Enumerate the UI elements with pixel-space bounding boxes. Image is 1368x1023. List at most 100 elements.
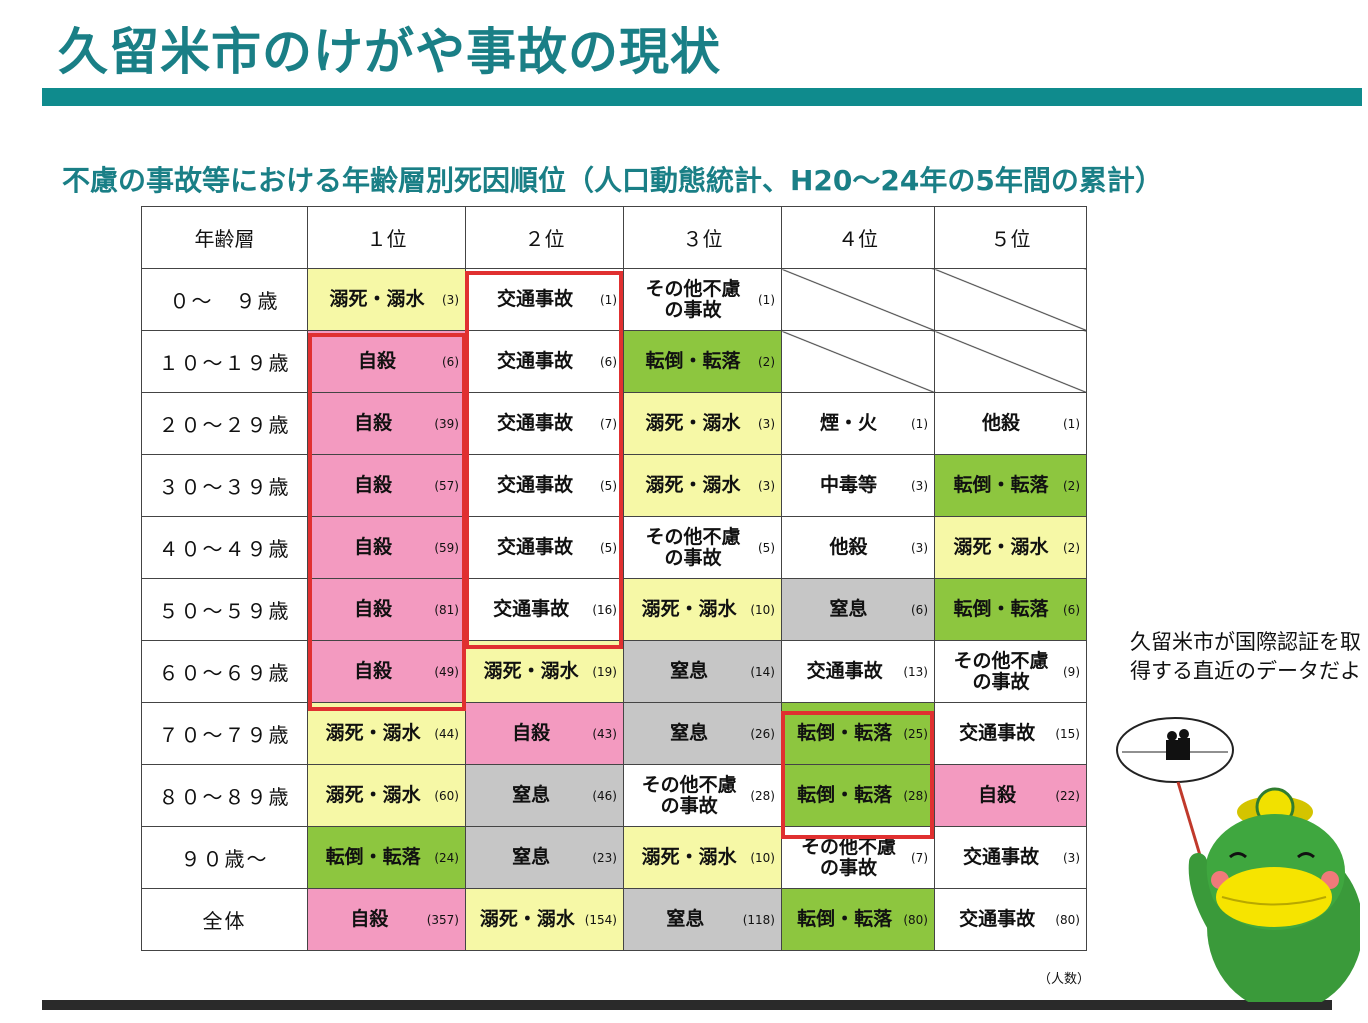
unit-note: （人数）: [1038, 972, 1091, 987]
table-caption: 不慮の事故等における年齢層別死因順位（人口動態統計、H20～24年の5年間の累計…: [62, 164, 1163, 197]
rank-cell: 交通事故 (13): [781, 640, 935, 703]
empty-cell-slash: [934, 268, 1087, 331]
table-row: ８０～８９歳 溺死・溺水 (60) 窒息 (46) その他不慮 の事故 (28) 転倒・転落 (…: [141, 764, 1087, 827]
cause-label: 自殺: [512, 722, 551, 744]
death-count: (39): [434, 416, 459, 431]
title-underline-bar: [42, 88, 1362, 106]
table-row: ６０～６９歳 自殺 (49) 溺死・溺水 (19) 窒息 (14) 交通事故 (13) その他不慮…: [141, 640, 1087, 703]
cause-label: その他不慮 の事故: [800, 835, 896, 879]
death-count: (1): [600, 292, 617, 307]
death-count: (46): [592, 788, 617, 803]
table-row: ４０～４９歳 自殺 (59) 交通事故 (5) その他不慮 の事故 (5) 他殺 (3) 溺死・溺…: [141, 516, 1087, 579]
rank-cell: その他不慮 の事故 (9): [934, 640, 1087, 703]
death-count: (43): [592, 726, 617, 741]
cause-label: 他殺: [981, 412, 1020, 434]
cause-label: 窒息: [829, 598, 868, 620]
rank-cell: 窒息 (23): [465, 826, 624, 889]
cause-label: 自殺: [354, 598, 393, 620]
death-count: (28): [903, 788, 928, 803]
death-count: (3): [911, 478, 928, 493]
table-row: ３０～３９歳 自殺 (57) 交通事故 (5) 溺死・溺水 (3) 中毒等 (3) 転倒・転落 (2…: [141, 454, 1087, 517]
header-rank-2: ２位: [465, 206, 624, 269]
death-count: (6): [1063, 602, 1080, 617]
rank-cell: 溺死・溺水 (3): [307, 268, 466, 331]
cause-label: 自殺: [354, 536, 393, 558]
table-row: 全体 自殺 (357) 溺死・溺水 (154) 窒息 (118) 転倒・転落 (80) 交通事故 (…: [141, 888, 1087, 951]
empty-cell-slash: [781, 268, 935, 331]
rank-cell: その他不慮 の事故 (7): [781, 826, 935, 889]
cause-label: 交通事故: [959, 908, 1036, 930]
death-count: (15): [1055, 726, 1080, 741]
cause-of-death-ranking-table: 年齢層 １位 ２位 ３位 ４位 ５位 ０～ ９歳 溺死・溺水 (3) 交通事故 (1) そ…: [141, 206, 1087, 951]
age-group-label: ８０～８９歳: [141, 764, 308, 827]
rank-cell: 交通事故 (5): [465, 516, 624, 579]
rank-cell: 窒息 (26): [623, 702, 782, 765]
header-rank-1: １位: [307, 206, 466, 269]
rank-cell: 溺死・溺水 (19): [465, 640, 624, 703]
rank-cell: 交通事故 (6): [465, 330, 624, 393]
cause-label: 窒息: [670, 660, 709, 682]
table-row: ２０～２９歳 自殺 (39) 交通事故 (7) 溺死・溺水 (3) 煙・火 (1) 他殺 (1): [141, 392, 1087, 455]
rank-cell: 溺死・溺水 (2): [934, 516, 1087, 579]
rank-cell: 中毒等 (3): [781, 454, 935, 517]
rank-cell: 交通事故 (5): [465, 454, 624, 517]
rank-cell: 窒息 (6): [781, 578, 935, 641]
header-rank-3: ３位: [623, 206, 782, 269]
rank-cell: 自殺 (59): [307, 516, 466, 579]
age-group-label: ０～ ９歳: [141, 268, 308, 331]
age-group-label: 全体: [141, 888, 308, 951]
cause-label: 交通事故: [806, 660, 883, 682]
cause-label: 溺死・溺水: [641, 598, 737, 620]
rank-cell: 転倒・転落 (25): [781, 702, 935, 765]
death-count: (154): [584, 912, 617, 927]
rank-cell: 自殺 (22): [934, 764, 1087, 827]
cause-label: 転倒・転落: [797, 722, 893, 744]
rank-cell: 自殺 (81): [307, 578, 466, 641]
cause-label: 中毒等: [819, 474, 877, 496]
cause-label: 溺死・溺水: [953, 536, 1049, 558]
death-count: (44): [434, 726, 459, 741]
death-count: (1): [911, 416, 928, 431]
header-rank-5: ５位: [934, 206, 1087, 269]
cause-label: 転倒・転落: [797, 784, 893, 806]
table-row: １０～１９歳 自殺 (6) 交通事故 (6) 転倒・転落 (2): [141, 330, 1087, 393]
cause-label: 交通事故: [496, 412, 573, 434]
cause-label: 溺死・溺水: [325, 722, 421, 744]
speech-bubble-text: 久留米市が国際認証を取得する直近のデータだよ: [1130, 630, 1361, 683]
death-count: (57): [434, 478, 459, 493]
age-group-label: ６０～６９歳: [141, 640, 308, 703]
death-count: (3): [442, 292, 459, 307]
death-count: (5): [600, 478, 617, 493]
rank-cell: 窒息 (14): [623, 640, 782, 703]
rank-cell: 溺死・溺水 (60): [307, 764, 466, 827]
cause-label: 自殺: [978, 784, 1017, 806]
death-count: (118): [742, 912, 775, 927]
death-count: (23): [592, 850, 617, 865]
death-count: (59): [434, 540, 459, 555]
rank-cell: 転倒・転落 (6): [934, 578, 1087, 641]
rank-cell: 煙・火 (1): [781, 392, 935, 455]
cause-label: 交通事故: [493, 598, 570, 620]
rank-cell: その他不慮 の事故 (5): [623, 516, 782, 579]
death-count: (7): [600, 416, 617, 431]
death-count: (10): [750, 602, 775, 617]
rank-cell: 転倒・転落 (24): [307, 826, 466, 889]
cause-label: 転倒・転落: [797, 908, 893, 930]
death-count: (7): [911, 850, 928, 865]
rank-cell: 他殺 (3): [781, 516, 935, 579]
footer-bar: [42, 1000, 1332, 1010]
cause-label: 自殺: [354, 660, 393, 682]
death-count: (3): [758, 416, 775, 431]
death-count: (80): [1055, 912, 1080, 927]
cause-label: 自殺: [350, 908, 389, 930]
rank-cell: 他殺 (1): [934, 392, 1087, 455]
rank-cell: 窒息 (46): [465, 764, 624, 827]
age-group-label: ２０～２９歳: [141, 392, 308, 455]
cause-label: 交通事故: [496, 288, 573, 310]
empty-cell-slash: [781, 330, 935, 393]
cause-label: 転倒・転落: [325, 846, 421, 868]
cause-label: 交通事故: [496, 474, 573, 496]
rank-cell: 転倒・転落 (80): [781, 888, 935, 951]
cause-label: 転倒・転落: [645, 350, 741, 372]
cause-label: その他不慮 の事故: [953, 649, 1049, 693]
